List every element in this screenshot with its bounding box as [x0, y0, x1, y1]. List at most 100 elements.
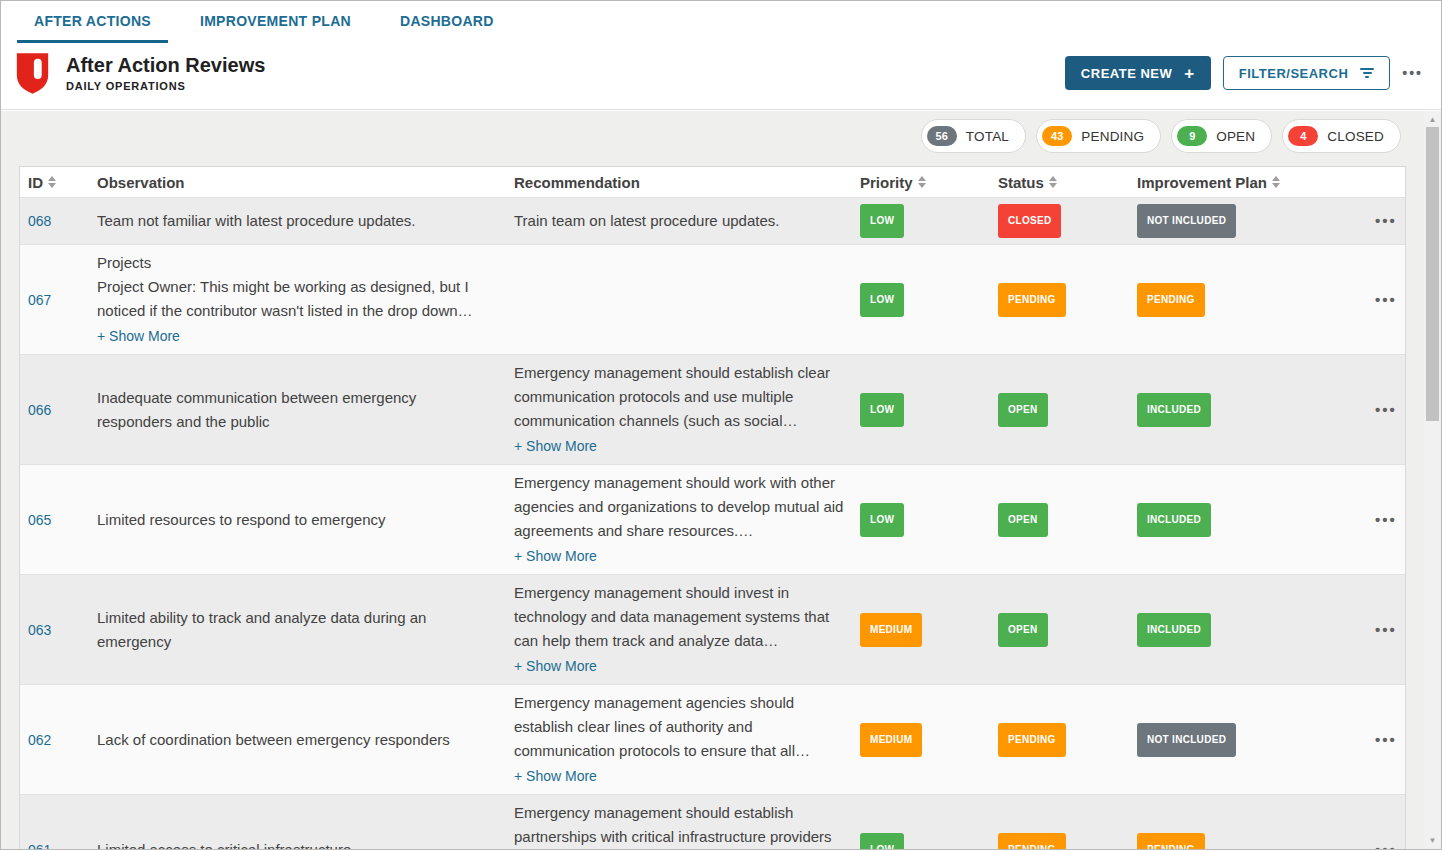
sort-icon[interactable] — [1272, 176, 1280, 188]
improvement-plan-badge: PENDING — [1137, 283, 1205, 317]
status-badge: CLOSED — [998, 204, 1061, 238]
recommendation-text: Emergency management should establish pa… — [514, 801, 848, 850]
recommendation-cell: Emergency management should work with ot… — [514, 471, 860, 568]
observation-cell: Projects Project Owner: This might be wo… — [97, 251, 514, 348]
status-cell: PENDING — [998, 723, 1137, 757]
row-id-link[interactable]: 063 — [20, 618, 97, 642]
recommendation-text: Emergency management should establish cl… — [514, 361, 848, 433]
recommendation-cell: Emergency management should establish pa… — [514, 801, 860, 850]
row-id-link[interactable]: 061 — [20, 838, 97, 850]
priority-badge: LOW — [860, 503, 904, 537]
recommendation-text: Emergency management agencies should est… — [514, 691, 848, 763]
status-badge: OPEN — [998, 613, 1048, 647]
tab-after-actions[interactable]: AFTER ACTIONS — [17, 1, 168, 43]
priority-cell: LOW — [860, 503, 998, 537]
show-more-link[interactable]: + Show More — [514, 434, 848, 458]
priority-badge: LOW — [860, 204, 904, 238]
column-header-priority[interactable]: Priority — [860, 174, 998, 191]
after-action-reviews-app: AFTER ACTIONS IMPROVEMENT PLAN DASHBOARD… — [0, 0, 1442, 850]
recommendation-cell: Emergency management agencies should est… — [514, 691, 860, 788]
observation-cell: Limited access to critical infrastructur… — [97, 838, 514, 850]
show-more-link[interactable]: + Show More — [97, 324, 494, 348]
recommendation-text: Emergency management should work with ot… — [514, 471, 848, 543]
status-cell: OPEN — [998, 503, 1137, 537]
column-header-observation: Observation — [97, 174, 514, 191]
priority-cell: LOW — [860, 393, 998, 427]
row-id-link[interactable]: 065 — [20, 508, 97, 532]
recommendation-text: Train team on latest procedure updates. — [514, 209, 848, 233]
column-header-id[interactable]: ID — [20, 174, 97, 191]
priority-badge: MEDIUM — [860, 723, 922, 757]
recommendation-cell: Emergency management should establish cl… — [514, 361, 860, 458]
vertical-scrollbar[interactable]: ▲ ▼ — [1424, 111, 1441, 849]
header-actions: CREATE NEW FILTER/SEARCH — [1065, 56, 1423, 90]
total-label: TOTAL — [966, 129, 1009, 144]
recommendation-text: Emergency management should invest in te… — [514, 581, 848, 653]
row-more-icon[interactable] — [1375, 401, 1397, 418]
filter-search-button[interactable]: FILTER/SEARCH — [1223, 56, 1391, 90]
create-new-button[interactable]: CREATE NEW — [1065, 56, 1211, 90]
summary-pill-open[interactable]: 9 OPEN — [1171, 119, 1272, 153]
row-more-icon[interactable] — [1375, 511, 1397, 528]
priority-badge: LOW — [860, 833, 904, 850]
tab-dashboard[interactable]: DASHBOARD — [383, 1, 511, 43]
column-header-improvement-plan[interactable]: Improvement Plan — [1137, 174, 1367, 191]
status-cell: OPEN — [998, 393, 1137, 427]
show-more-link[interactable]: + Show More — [514, 654, 848, 678]
total-count-badge: 56 — [927, 126, 957, 146]
status-badge: PENDING — [998, 723, 1066, 757]
scrollbar-thumb[interactable] — [1426, 127, 1439, 421]
summary-row: 56 TOTAL 43 PENDING 9 OPEN 4 CLOSED — [1, 119, 1401, 153]
priority-cell: LOW — [860, 833, 998, 850]
row-more-icon[interactable] — [1375, 731, 1397, 748]
pending-label: PENDING — [1081, 129, 1144, 144]
tab-improvement-plan[interactable]: IMPROVEMENT PLAN — [183, 1, 368, 43]
table-row: 062 Lack of coordination between emergen… — [20, 685, 1405, 795]
table-row: 063 Limited ability to track and analyze… — [20, 575, 1405, 685]
show-more-link[interactable]: + Show More — [514, 764, 848, 788]
show-more-link[interactable]: + Show More — [514, 544, 848, 568]
brand-shield-logo-icon — [15, 51, 50, 96]
observation-text: Limited resources to respond to emergenc… — [97, 508, 494, 532]
open-label: OPEN — [1216, 129, 1255, 144]
row-id-link[interactable]: 066 — [20, 398, 97, 422]
column-observation-label: Observation — [97, 174, 185, 191]
column-id-label: ID — [28, 174, 43, 191]
header-more-icon[interactable] — [1402, 65, 1423, 81]
content-area: 56 TOTAL 43 PENDING 9 OPEN 4 CLOSED ID — [1, 111, 1441, 849]
scroll-up-icon[interactable]: ▲ — [1424, 115, 1441, 124]
improvement-plan-badge: INCLUDED — [1137, 613, 1211, 647]
page-subtitle: DAILY OPERATIONS — [66, 80, 265, 92]
row-more-icon[interactable] — [1375, 212, 1397, 229]
closed-count-badge: 4 — [1288, 126, 1318, 146]
summary-pill-closed[interactable]: 4 CLOSED — [1282, 119, 1401, 153]
summary-pill-pending[interactable]: 43 PENDING — [1036, 119, 1161, 153]
sort-icon[interactable] — [48, 176, 56, 188]
improvement-plan-badge: INCLUDED — [1137, 503, 1211, 537]
column-recommendation-label: Recommendation — [514, 174, 640, 191]
row-more-icon[interactable] — [1375, 291, 1397, 308]
priority-cell: LOW — [860, 283, 998, 317]
observation-cell: Limited ability to track and analyze dat… — [97, 606, 514, 654]
status-badge: OPEN — [998, 503, 1048, 537]
observation-text: Projects Project Owner: This might be wo… — [97, 251, 494, 323]
improvement-plan-cell: INCLUDED — [1137, 393, 1367, 427]
row-more-icon[interactable] — [1375, 841, 1397, 850]
pending-count-badge: 43 — [1042, 126, 1072, 146]
sort-icon[interactable] — [1049, 176, 1057, 188]
row-more-icon[interactable] — [1375, 621, 1397, 638]
improvement-plan-cell: PENDING — [1137, 283, 1367, 317]
improvement-plan-cell: NOT INCLUDED — [1137, 723, 1367, 757]
row-id-link[interactable]: 067 — [20, 288, 97, 312]
status-cell: PENDING — [998, 283, 1137, 317]
priority-cell: LOW — [860, 204, 998, 238]
scroll-down-icon[interactable]: ▼ — [1424, 836, 1441, 845]
table-row: 065 Limited resources to respond to emer… — [20, 465, 1405, 575]
summary-pill-total[interactable]: 56 TOTAL — [921, 119, 1027, 153]
sort-icon[interactable] — [918, 176, 926, 188]
row-id-link[interactable]: 062 — [20, 728, 97, 752]
column-priority-label: Priority — [860, 174, 913, 191]
priority-cell: MEDIUM — [860, 723, 998, 757]
column-header-status[interactable]: Status — [998, 174, 1137, 191]
row-id-link[interactable]: 068 — [20, 209, 97, 233]
